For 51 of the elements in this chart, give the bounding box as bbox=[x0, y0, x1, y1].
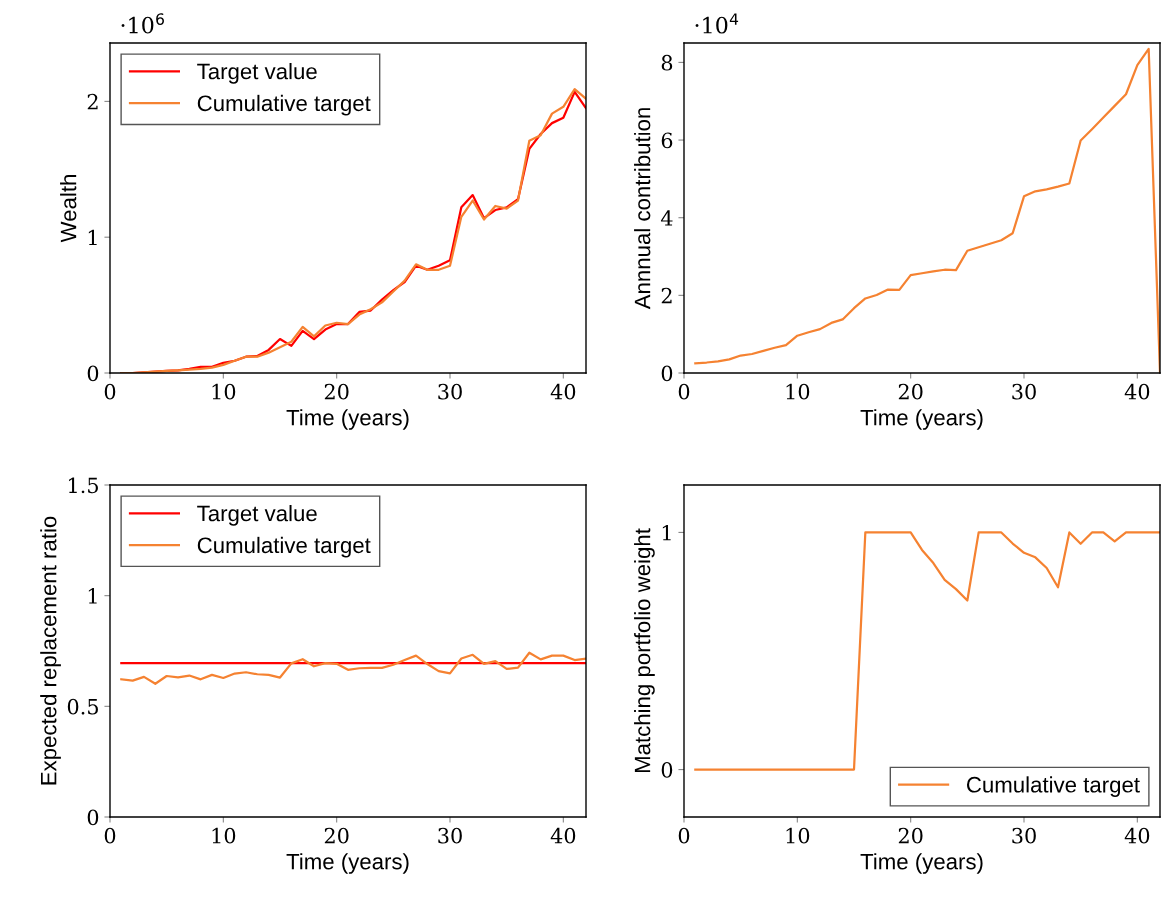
x-tick-label: 40 bbox=[550, 383, 576, 400]
x-axis-title: Time (years) bbox=[860, 409, 983, 430]
x-tick-label: 0 bbox=[678, 827, 690, 844]
x-tick-label: 20 bbox=[898, 383, 923, 400]
x-tick-label: 0 bbox=[104, 383, 116, 400]
x-tick-label: 40 bbox=[550, 827, 576, 844]
x-tick-label: 40 bbox=[1124, 827, 1150, 844]
x-axis-title: Time (years) bbox=[860, 853, 983, 874]
y-tick-label: 0 bbox=[661, 762, 673, 778]
y-tick-label: 0 bbox=[661, 365, 673, 382]
y-tick-label: 1 bbox=[662, 524, 671, 541]
x-tick-label: 20 bbox=[324, 383, 349, 400]
line-series bbox=[694, 531, 1160, 771]
x-tick-label: 10 bbox=[212, 827, 236, 844]
y-axis-title: Expected replacement ratio bbox=[40, 516, 61, 785]
x-tick-label: 10 bbox=[786, 383, 810, 400]
x-tick-label: 40 bbox=[1124, 383, 1150, 400]
x-tick-label: 0 bbox=[678, 383, 690, 400]
y-tick-label: 2 bbox=[87, 93, 98, 110]
x-tick-label: 20 bbox=[898, 827, 923, 844]
x-tick-label: 30 bbox=[1012, 827, 1036, 844]
legend-label: Cumulative target bbox=[197, 536, 371, 558]
legend-label: Cumulative target bbox=[966, 776, 1140, 797]
y-tick-label: 1.5 bbox=[68, 477, 98, 494]
x-tick-label: 0 bbox=[104, 827, 116, 844]
x-tick-label: 30 bbox=[1012, 383, 1036, 400]
line-series bbox=[120, 651, 586, 685]
x-tick-label: 10 bbox=[786, 827, 810, 844]
y-tick-label: 2 bbox=[661, 287, 672, 304]
x-tick-label: 30 bbox=[438, 383, 462, 400]
x-axis-title: Time (years) bbox=[286, 853, 409, 874]
y-tick-label: 1 bbox=[88, 588, 97, 604]
text: ·10$^{6}$ bbox=[121, 13, 164, 34]
text: ·10$^{4}$ bbox=[695, 13, 739, 34]
y-tick-label: 1 bbox=[88, 229, 97, 246]
y-axis-title: Matching portfolio weight bbox=[634, 528, 655, 773]
y-tick-label: 6 bbox=[661, 132, 673, 149]
y-tick-label: 0 bbox=[87, 809, 99, 826]
y-axis-title: Annnual contribution bbox=[634, 108, 651, 310]
x-tick-label: 20 bbox=[324, 827, 349, 844]
y-axis-title: Wealth bbox=[60, 175, 77, 243]
y-tick-label: 0.5 bbox=[67, 698, 98, 715]
y-tick-label: 8 bbox=[661, 54, 673, 71]
legend-label: Cumulative target bbox=[197, 94, 371, 116]
y-tick-label: 4 bbox=[660, 210, 673, 226]
x-tick-label: 10 bbox=[212, 383, 236, 400]
y-tick-label: 0 bbox=[87, 365, 99, 382]
legend-label: Target value bbox=[197, 63, 317, 84]
x-tick-label: 30 bbox=[438, 827, 462, 844]
x-axis-title: Time (years) bbox=[286, 409, 409, 430]
legend-label: Target value bbox=[197, 505, 317, 526]
